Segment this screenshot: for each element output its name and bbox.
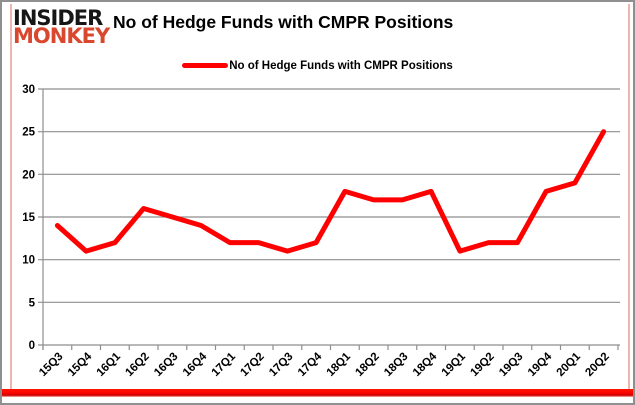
x-tick-label: 16Q1 [95, 350, 124, 379]
chart-title: No of Hedge Funds with CMPR Positions [113, 12, 454, 32]
insider-monkey-logo: INSIDER MONKEY [13, 6, 110, 49]
x-tick-label: 19Q3 [497, 351, 525, 379]
x-tick-label: 18Q2 [353, 351, 381, 379]
x-tick-label: 16Q3 [152, 351, 180, 379]
x-tick-label: 20Q2 [583, 351, 611, 379]
logo-text-monkey: MONKEY [13, 24, 110, 49]
bottom-accent-bar [2, 389, 633, 397]
y-tick-label: 20 [22, 169, 35, 181]
logo-text-insider: INSIDER [13, 6, 103, 30]
x-tick-label: 18Q3 [382, 351, 410, 379]
y-tick-label: 15 [22, 212, 35, 224]
x-tick-label: 18Q1 [325, 350, 354, 379]
legend-label: No of Hedge Funds with CMPR Positions [229, 59, 453, 72]
right-accent-line [628, 4, 630, 395]
x-tick-label: 19Q4 [526, 350, 555, 379]
x-tick-label: 17Q3 [267, 351, 295, 379]
x-tick-label: 17Q4 [296, 350, 325, 379]
y-tick-label: 5 [29, 297, 36, 309]
x-tick-label: 15Q4 [66, 350, 95, 379]
x-tick-label: 15Q3 [37, 351, 65, 379]
x-tick-label: 20Q1 [555, 350, 584, 379]
x-tick-label: 16Q4 [181, 350, 210, 379]
y-tick-label: 25 [22, 127, 35, 139]
left-accent-line [10, 4, 12, 395]
y-tick-label: 0 [29, 340, 35, 352]
x-tick-label: 17Q1 [210, 350, 239, 379]
legend-line-marker [182, 63, 229, 68]
x-tick-label: 19Q2 [468, 351, 496, 379]
x-tick-label: 17Q2 [238, 351, 266, 379]
x-tick-label: 19Q1 [440, 350, 469, 379]
legend: No of Hedge Funds with CMPR Positions [2, 58, 633, 73]
x-tick-label: 18Q4 [411, 350, 440, 379]
y-tick-label: 10 [22, 255, 35, 267]
data-line [54, 129, 607, 254]
x-tick-label: 16Q2 [123, 351, 151, 379]
y-tick-label: 30 [22, 84, 35, 96]
